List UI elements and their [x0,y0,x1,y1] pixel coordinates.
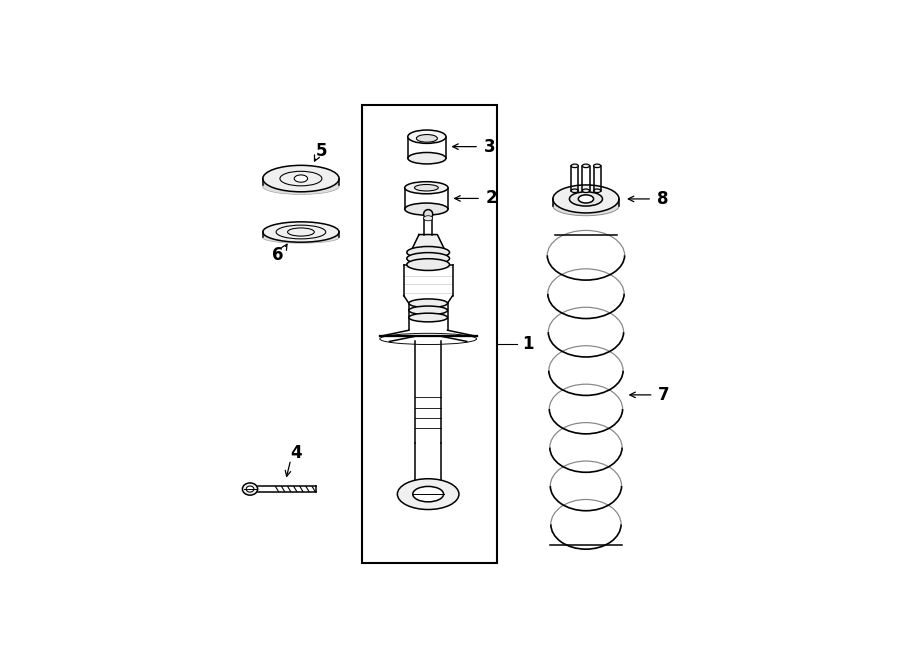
Text: 8: 8 [656,190,668,208]
Ellipse shape [398,479,459,510]
Text: 7: 7 [658,386,670,404]
Ellipse shape [408,153,446,164]
Text: 4: 4 [290,444,302,463]
Ellipse shape [415,184,438,191]
Text: 1: 1 [522,335,534,353]
Ellipse shape [407,253,449,264]
Text: 6: 6 [273,247,284,264]
Ellipse shape [553,196,619,215]
Text: 5: 5 [316,141,327,159]
Ellipse shape [417,135,437,142]
Ellipse shape [553,185,619,213]
Ellipse shape [242,483,257,495]
Ellipse shape [413,486,444,502]
Ellipse shape [424,210,433,219]
Ellipse shape [263,178,339,194]
Ellipse shape [572,189,579,192]
Text: 2: 2 [485,190,497,208]
Ellipse shape [594,189,600,192]
Ellipse shape [408,130,446,143]
Ellipse shape [579,195,594,203]
Ellipse shape [407,258,449,270]
Text: 3: 3 [483,137,495,155]
Ellipse shape [424,215,433,221]
Ellipse shape [594,164,600,168]
Ellipse shape [263,232,339,243]
Ellipse shape [405,182,448,194]
Ellipse shape [582,164,590,168]
Ellipse shape [582,189,590,192]
Ellipse shape [409,299,447,307]
Ellipse shape [405,203,448,215]
Polygon shape [410,235,446,253]
Ellipse shape [263,222,339,242]
Ellipse shape [570,192,602,206]
Ellipse shape [407,247,449,258]
Ellipse shape [294,175,308,182]
Ellipse shape [409,313,447,322]
Ellipse shape [572,164,579,168]
Ellipse shape [247,486,254,492]
Ellipse shape [263,165,339,192]
Ellipse shape [409,306,447,315]
Bar [362,104,497,563]
